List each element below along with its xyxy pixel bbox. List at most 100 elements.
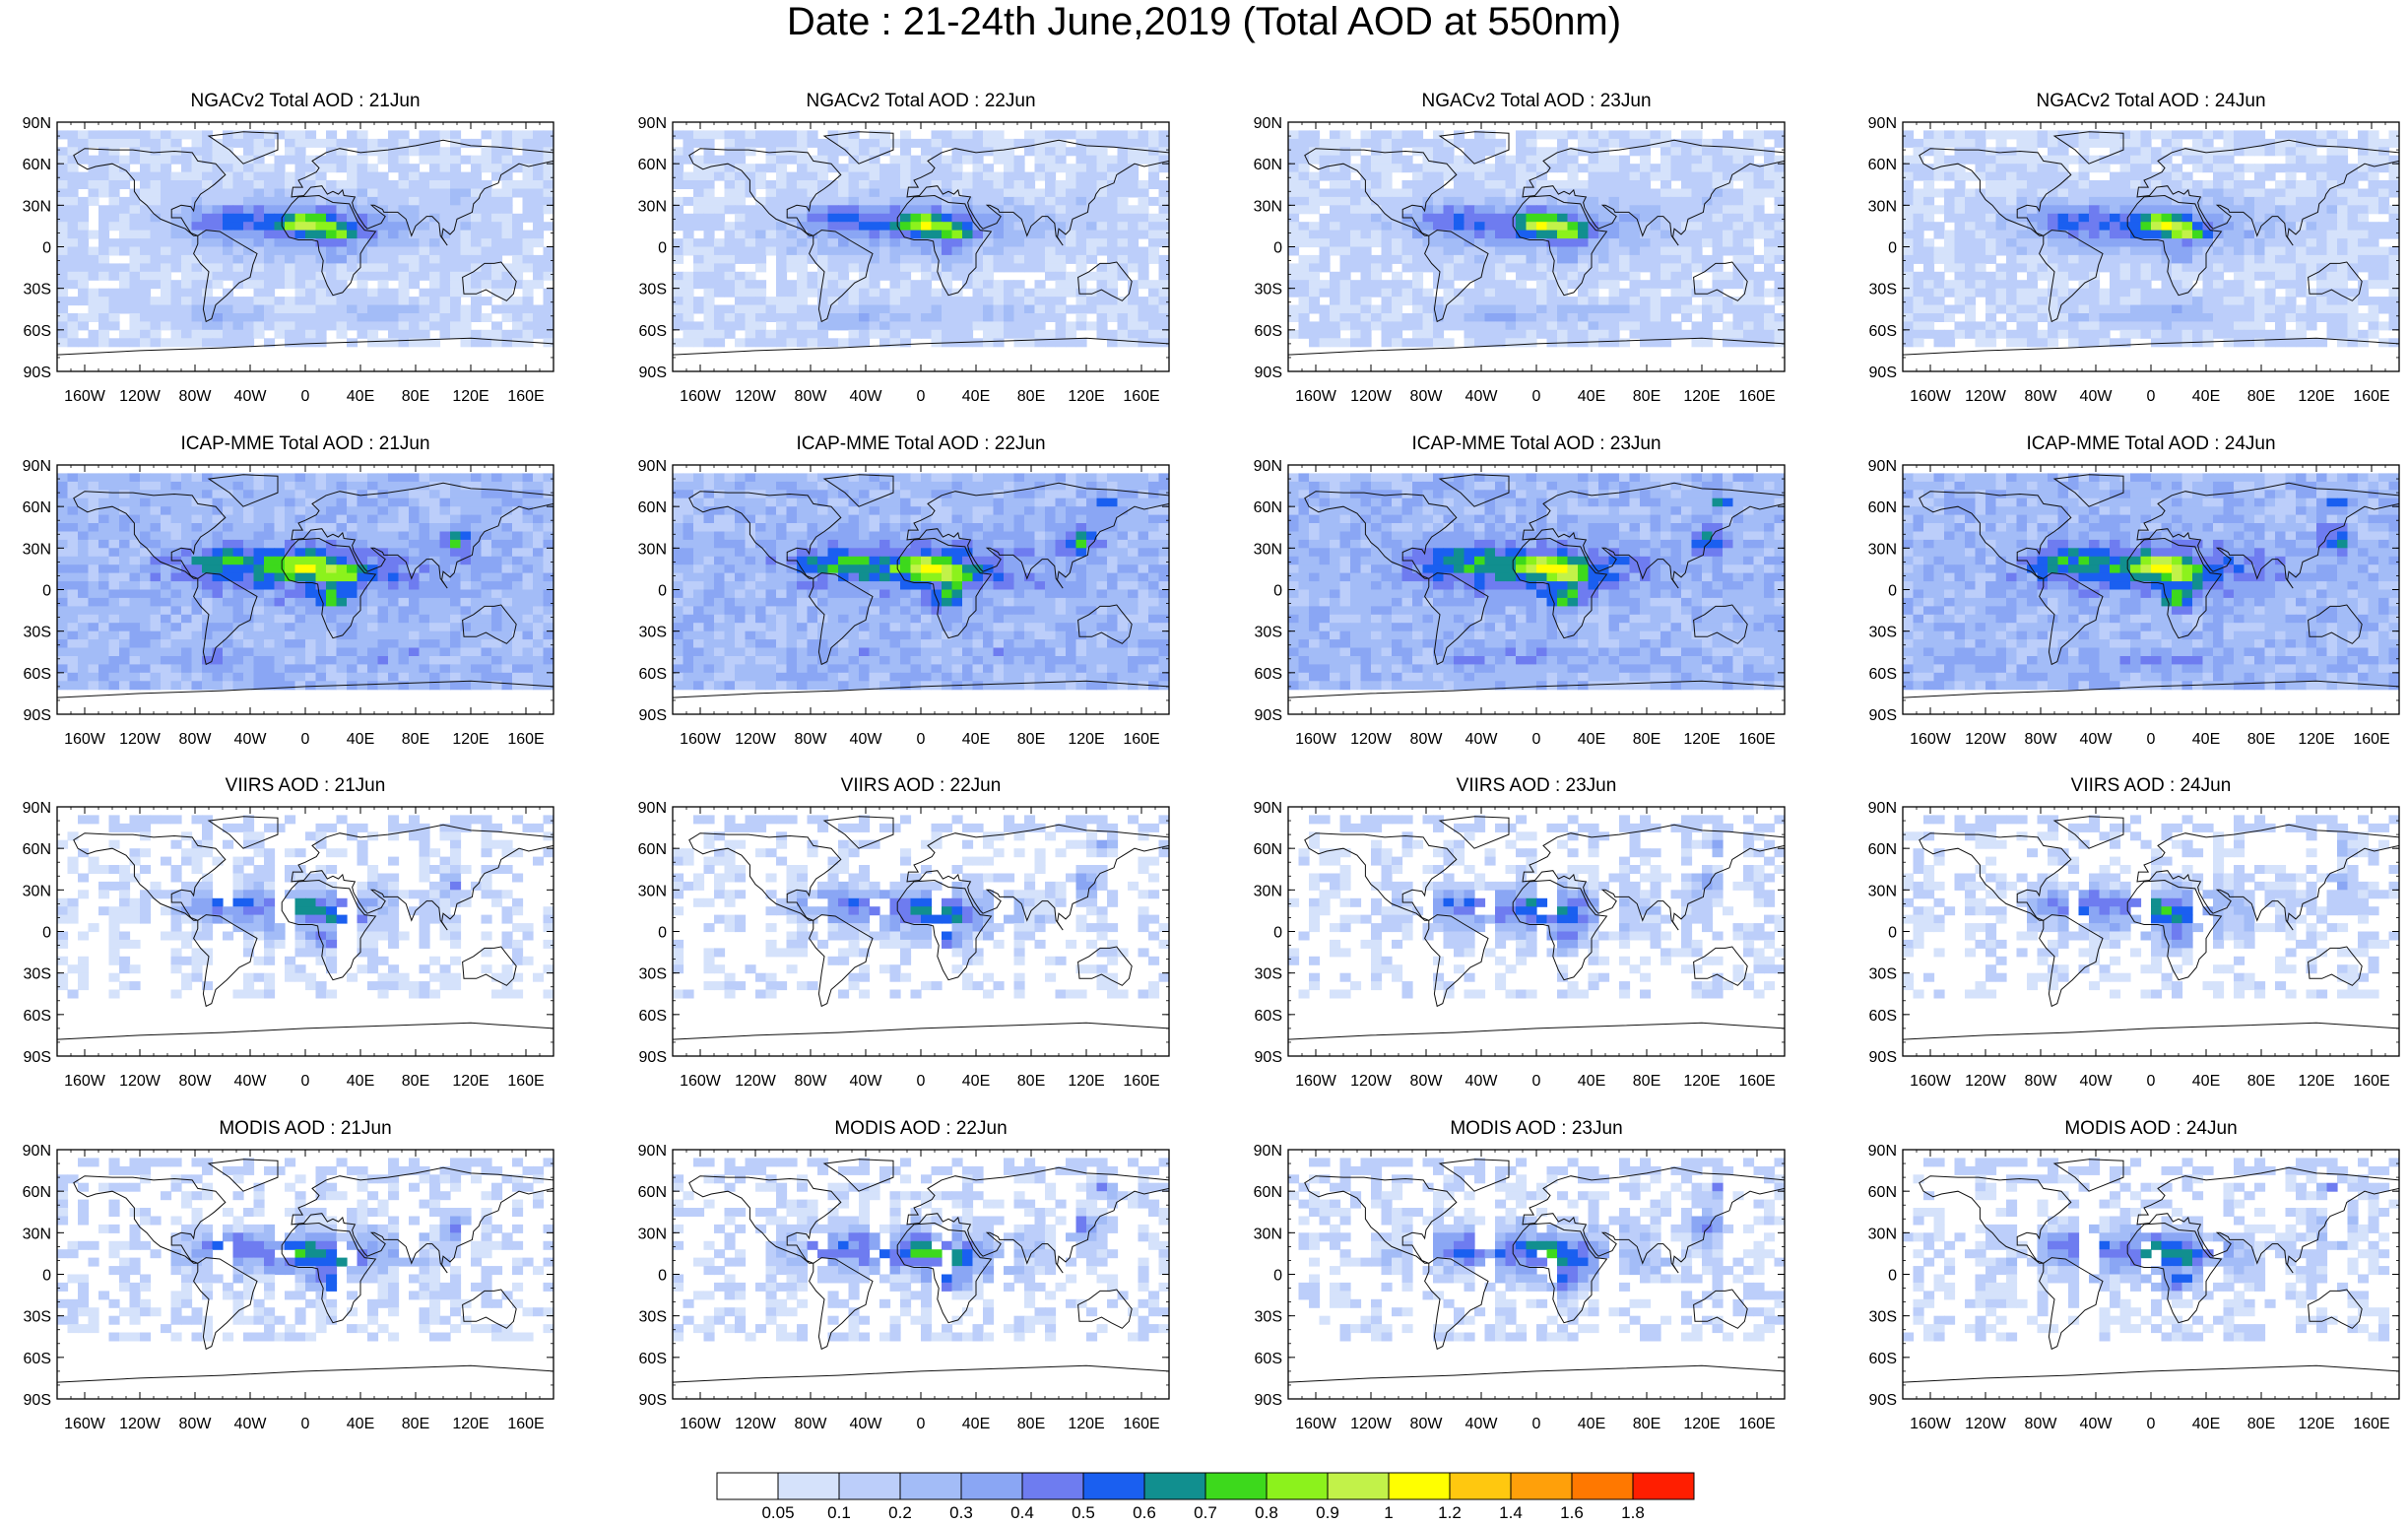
lon-tick-label: 120E	[452, 731, 488, 748]
lon-tick-label: 120W	[1965, 388, 2007, 405]
lon-tick-label: 120E	[1068, 1416, 1104, 1432]
lon-tick-label: 0	[917, 1416, 926, 1432]
lat-tick-label: 90N	[1868, 458, 1897, 475]
lon-tick-label: 160E	[2353, 1073, 2389, 1090]
lat-tick-label: 60S	[1869, 1351, 1897, 1367]
lon-tick-label: 0	[1532, 1416, 1541, 1432]
lon-tick-label: 80W	[179, 1416, 213, 1432]
lat-tick-label: 90S	[639, 1392, 667, 1409]
colorbar-label: 1	[1384, 1503, 1393, 1521]
colorbar-swatch	[1205, 1473, 1267, 1499]
lon-tick-label: 80E	[1017, 388, 1045, 405]
lat-tick-label: 90N	[1254, 800, 1282, 817]
lon-tick-label: 40E	[347, 731, 374, 748]
lat-tick-label: 30N	[1868, 541, 1897, 558]
lat-tick-label: 30S	[24, 282, 51, 299]
lon-tick-label: 40E	[1578, 1416, 1605, 1432]
lon-tick-label: 80E	[1633, 1416, 1660, 1432]
lon-tick-label: 120E	[1068, 1073, 1104, 1090]
lon-tick-label: 160W	[680, 731, 722, 748]
lon-tick-label: 80E	[1017, 1416, 1045, 1432]
lon-tick-label: 160W	[680, 388, 722, 405]
lat-tick-label: 0	[1888, 583, 1897, 600]
lat-tick-label: 30S	[1869, 966, 1897, 983]
lat-tick-label: 60S	[24, 1351, 51, 1367]
lon-tick-label: 40E	[962, 731, 990, 748]
lon-tick-label: 160W	[64, 731, 106, 748]
lon-tick-label: 40E	[1578, 1073, 1605, 1090]
lon-tick-label: 40W	[2080, 731, 2114, 748]
lat-tick-label: 30S	[1869, 282, 1897, 299]
aod-field	[1903, 1150, 2400, 1399]
lon-tick-label: 160W	[1295, 1073, 1337, 1090]
lon-tick-label: 0	[917, 731, 926, 748]
lat-tick-label: 30S	[639, 282, 667, 299]
lon-tick-label: 160E	[1123, 1073, 1159, 1090]
lon-tick-label: 160E	[1123, 388, 1159, 405]
lon-tick-label: 40E	[962, 1073, 990, 1090]
colorbar-label: 0.2	[888, 1503, 912, 1521]
lon-tick-label: 40W	[2080, 1073, 2114, 1090]
lon-tick-label: 40W	[850, 1416, 883, 1432]
lat-tick-label: 60S	[1869, 666, 1897, 683]
lat-tick-label: 30S	[1255, 966, 1282, 983]
lon-tick-label: 120E	[452, 1073, 488, 1090]
aod-field	[1903, 465, 2400, 714]
lat-tick-label: 30S	[1255, 1309, 1282, 1326]
colorbar-label: 1.6	[1560, 1503, 1584, 1521]
lon-tick-label: 160W	[680, 1416, 722, 1432]
lat-tick-label: 60S	[1255, 323, 1282, 340]
lat-tick-label: 30N	[23, 541, 51, 558]
colorbar-label: 0.6	[1133, 1503, 1156, 1521]
lon-tick-label: 160W	[1910, 1416, 1952, 1432]
lon-tick-label: 40W	[2080, 1416, 2114, 1432]
lat-tick-label: 90S	[24, 1392, 51, 1409]
lat-tick-label: 60N	[1868, 499, 1897, 516]
lat-tick-label: 0	[1273, 583, 1282, 600]
lat-tick-label: 90S	[1869, 1392, 1897, 1409]
lon-tick-label: 40W	[850, 731, 883, 748]
colorbar-label: 0.5	[1072, 1503, 1095, 1521]
lon-tick-label: 120E	[452, 388, 488, 405]
lat-tick-label: 90S	[1869, 1049, 1897, 1066]
lat-tick-label: 30S	[1869, 1309, 1897, 1326]
lat-tick-label: 90N	[638, 458, 667, 475]
colorbar-swatch	[1511, 1473, 1572, 1499]
lat-tick-label: 60N	[23, 1184, 51, 1201]
colorbar-swatch	[717, 1473, 778, 1499]
lon-tick-label: 120E	[2298, 731, 2334, 748]
lon-tick-label: 160W	[64, 1073, 106, 1090]
lon-tick-label: 0	[301, 731, 310, 748]
lon-tick-label: 40E	[962, 388, 990, 405]
lat-tick-label: 60N	[1868, 841, 1897, 858]
colorbar-label: 0.4	[1010, 1503, 1034, 1521]
lat-tick-label: 60N	[23, 499, 51, 516]
lon-tick-label: 80E	[2247, 388, 2275, 405]
lon-tick-label: 40W	[850, 1073, 883, 1090]
lon-tick-label: 0	[2147, 1073, 2156, 1090]
lon-tick-label: 120W	[1965, 731, 2007, 748]
lon-tick-label: 120E	[2298, 388, 2334, 405]
lon-tick-label: 160W	[1910, 1073, 1952, 1090]
lon-tick-label: 40E	[2192, 388, 2220, 405]
lat-tick-label: 30S	[24, 625, 51, 641]
lon-tick-label: 40E	[2192, 1416, 2220, 1432]
lon-tick-label: 0	[1532, 388, 1541, 405]
lat-tick-label: 0	[1888, 1268, 1897, 1285]
aod-field	[673, 122, 1170, 371]
lon-tick-label: 80W	[795, 731, 828, 748]
colorbar-label: 1.2	[1438, 1503, 1462, 1521]
lon-tick-label: 0	[2147, 388, 2156, 405]
lat-tick-label: 90N	[1868, 1143, 1897, 1160]
lon-tick-label: 120W	[119, 731, 162, 748]
colorbar-swatch	[1328, 1473, 1389, 1499]
lat-tick-label: 90N	[1254, 115, 1282, 132]
